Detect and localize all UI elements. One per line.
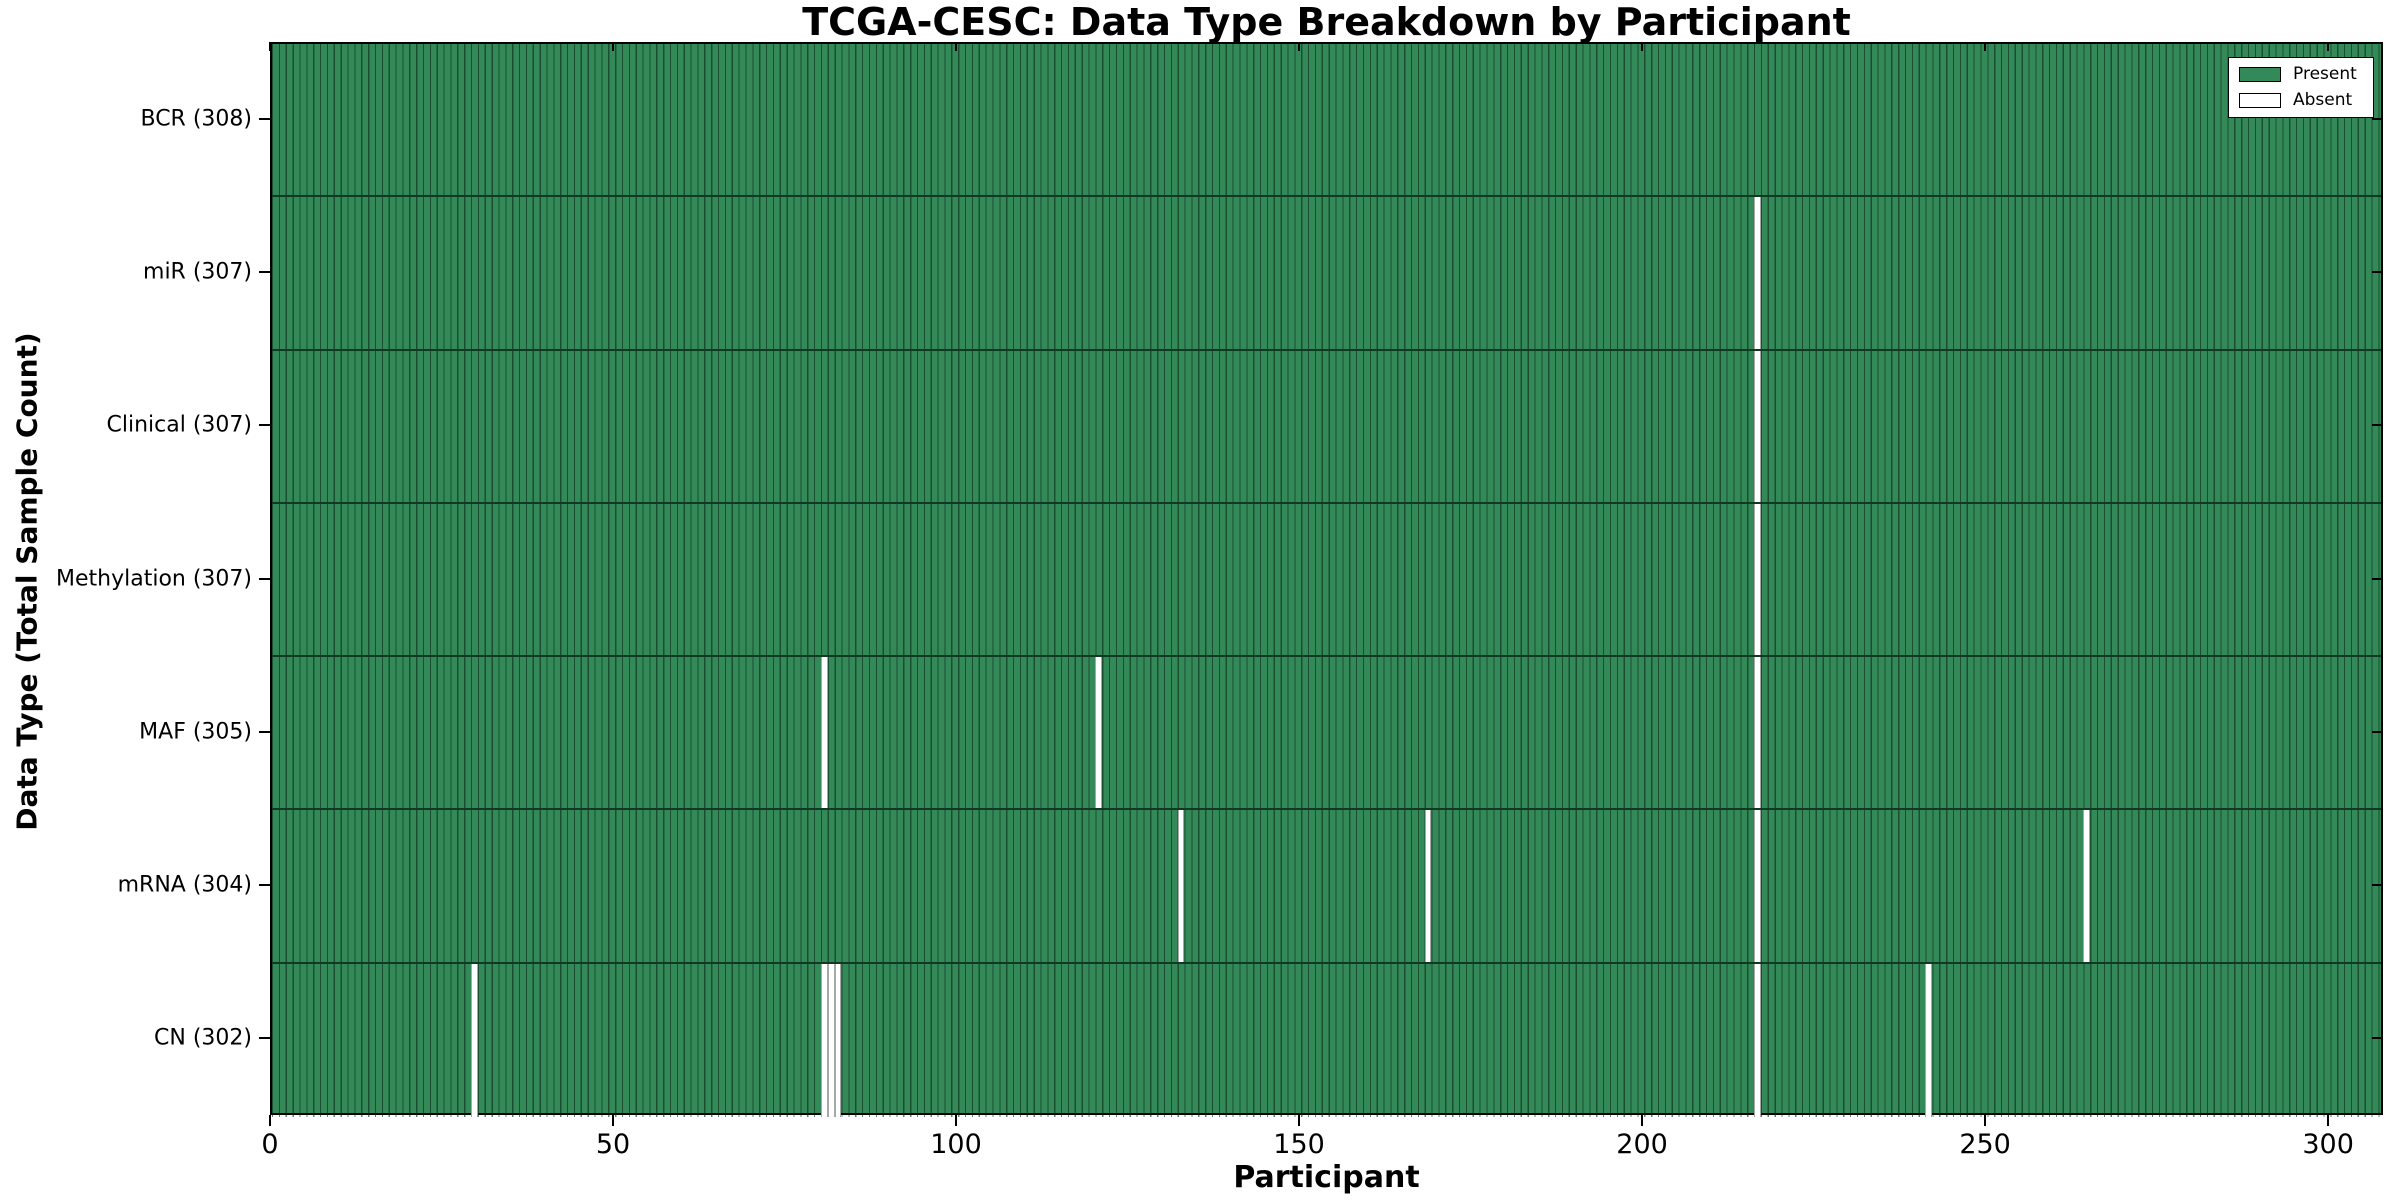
row-mrna bbox=[272, 810, 2381, 964]
xtick-mark bbox=[1641, 1115, 1644, 1126]
xtick-mark bbox=[2327, 1115, 2330, 1126]
ytick-label: Clinical (307) bbox=[106, 412, 252, 438]
ytick-label: mRNA (304) bbox=[117, 872, 252, 898]
x-axis-label: Participant bbox=[1233, 1160, 1420, 1195]
absent-bar bbox=[470, 963, 478, 1117]
ytick-mark-right bbox=[2372, 1037, 2381, 1040]
legend-entry-present: Present bbox=[2239, 66, 2363, 83]
bar-edge-stripes bbox=[272, 657, 2381, 809]
absent-bar bbox=[1753, 657, 1761, 809]
xtick-label: 200 bbox=[1616, 1129, 1668, 1160]
xtick-mark-top bbox=[612, 42, 615, 51]
ytick-label: MAF (305) bbox=[139, 719, 252, 745]
absent-bar bbox=[1753, 197, 1761, 349]
legend-label-absent: Absent bbox=[2293, 90, 2353, 110]
legend-entry-absent: Absent bbox=[2239, 92, 2363, 109]
absent-bar bbox=[1095, 657, 1103, 809]
chart-title: TCGA-CESC: Data Type Breakdown by Partic… bbox=[802, 0, 1851, 44]
ytick-mark-right bbox=[2372, 884, 2381, 887]
absent-bar bbox=[1424, 810, 1432, 962]
xtick-label: 0 bbox=[261, 1129, 279, 1160]
xtick-label: 100 bbox=[930, 1129, 982, 1160]
xtick-label: 50 bbox=[595, 1129, 631, 1160]
absent-swatch bbox=[2239, 93, 2281, 108]
ytick-mark-right bbox=[2372, 730, 2381, 733]
row-methylation bbox=[272, 503, 2381, 658]
ytick-mark bbox=[259, 577, 270, 580]
row-maf bbox=[272, 657, 2381, 811]
bar-edge-stripes bbox=[272, 44, 2381, 196]
ytick-mark bbox=[259, 117, 270, 120]
xtick-mark-top bbox=[1298, 42, 1301, 51]
xtick-mark-top bbox=[955, 42, 958, 51]
absent-bar bbox=[1753, 503, 1761, 656]
row-mir bbox=[272, 197, 2381, 351]
xtick-mark-top bbox=[2327, 42, 2330, 51]
xtick-mark bbox=[1984, 1115, 1987, 1126]
row-clinical bbox=[272, 350, 2381, 504]
ytick-label: miR (307) bbox=[143, 259, 252, 285]
ytick-label: CN (302) bbox=[154, 1025, 252, 1051]
ytick-label: BCR (308) bbox=[140, 106, 252, 132]
xtick-mark bbox=[612, 1115, 615, 1126]
xtick-mark bbox=[1298, 1115, 1301, 1126]
xtick-mark bbox=[269, 1115, 271, 1126]
present-swatch bbox=[2239, 67, 2281, 82]
absent-bar bbox=[827, 963, 835, 1117]
ytick-mark-right bbox=[2372, 117, 2381, 120]
xtick-mark-top bbox=[269, 42, 271, 51]
xtick-mark bbox=[955, 1115, 958, 1126]
xtick-mark-top bbox=[1984, 42, 1987, 51]
bar-edge-stripes bbox=[272, 963, 2381, 1117]
legend-label-present: Present bbox=[2293, 64, 2357, 84]
xtick-label: 150 bbox=[1273, 1129, 1325, 1160]
absent-bar bbox=[1925, 963, 1933, 1117]
ytick-mark-right bbox=[2372, 424, 2381, 427]
ytick-mark bbox=[259, 270, 270, 273]
absent-bar bbox=[820, 657, 828, 809]
xtick-mark-top bbox=[1641, 42, 1644, 51]
ytick-label: Methylation (307) bbox=[56, 566, 252, 591]
absent-bar bbox=[820, 963, 828, 1117]
bar-edge-stripes bbox=[272, 503, 2381, 656]
xtick-label: 300 bbox=[2302, 1129, 2354, 1160]
legend: Present Absent bbox=[2228, 57, 2374, 118]
ytick-mark bbox=[259, 884, 270, 887]
xtick-label: 250 bbox=[1959, 1129, 2011, 1160]
absent-bar bbox=[1177, 810, 1185, 962]
row-cn bbox=[272, 963, 2381, 1117]
row-bcr bbox=[272, 44, 2381, 198]
bar-edge-stripes bbox=[272, 197, 2381, 349]
y-axis-label: Data Type (Total Sample Count) bbox=[10, 332, 44, 831]
plot-area bbox=[270, 42, 2383, 1117]
bar-edge-stripes bbox=[272, 350, 2381, 502]
absent-bar bbox=[2083, 810, 2090, 962]
bar-edge-stripes bbox=[272, 810, 2381, 962]
absent-bar bbox=[834, 963, 842, 1117]
ytick-mark bbox=[259, 1037, 270, 1040]
absent-bar bbox=[1753, 810, 1761, 962]
ytick-mark bbox=[259, 424, 270, 427]
absent-bar bbox=[1753, 350, 1761, 502]
ytick-mark bbox=[259, 730, 270, 733]
absent-bar bbox=[1753, 963, 1761, 1117]
ytick-mark-right bbox=[2372, 577, 2381, 580]
ytick-mark-right bbox=[2372, 270, 2381, 273]
